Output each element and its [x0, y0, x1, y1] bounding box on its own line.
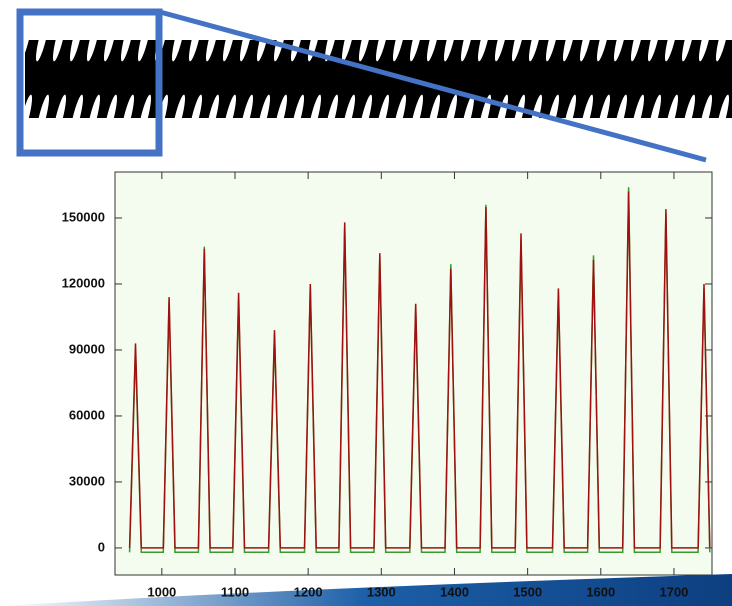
- y-tick-label: 150000: [62, 209, 105, 224]
- y-tick-label: 30000: [69, 473, 105, 488]
- page: 0 30000 60000 90000 120000 150000 1000 1100 1200…: [0, 0, 732, 606]
- x-tick-label: 1300: [367, 584, 396, 599]
- x-tick-label: 1500: [513, 584, 542, 599]
- x-tick-label: 1400: [440, 584, 469, 599]
- y-tick-label: 120000: [62, 275, 105, 290]
- x-tick-label: 1200: [294, 584, 323, 599]
- x-tick-label: 1600: [586, 584, 615, 599]
- y-tick-label: 60000: [69, 407, 105, 422]
- x-tick-label: 1000: [147, 584, 176, 599]
- y-tick-label: 90000: [69, 341, 105, 356]
- y-tick-label: 0: [98, 539, 105, 554]
- sample-image: [25, 40, 732, 118]
- x-tick-label: 1100: [221, 584, 249, 599]
- x-tick-label: 1700: [659, 584, 688, 599]
